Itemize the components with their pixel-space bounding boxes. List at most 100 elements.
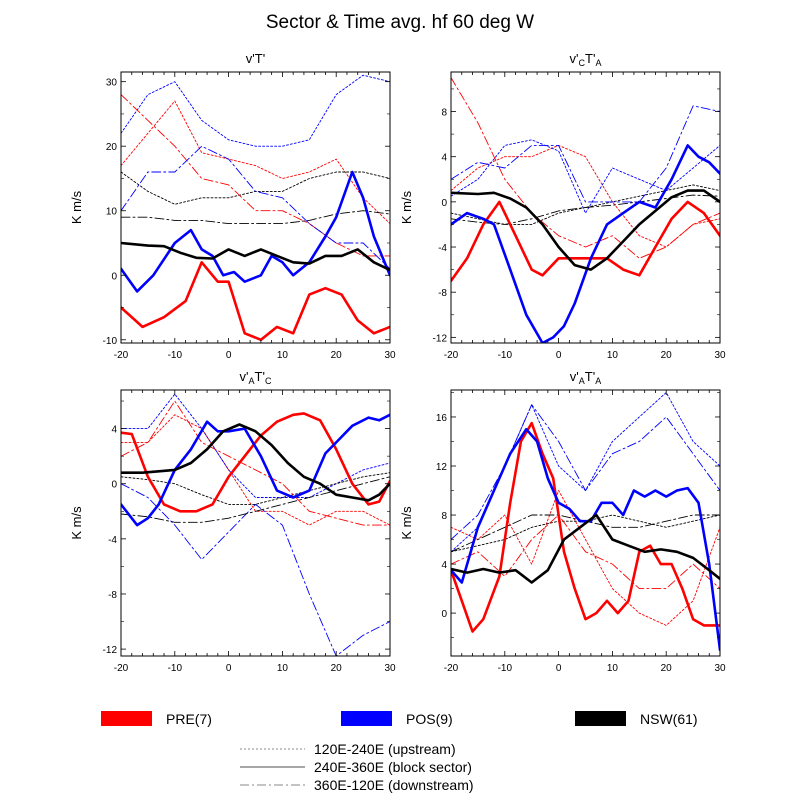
series-pre-block — [451, 200, 720, 283]
series-nsw-upstream — [451, 184, 720, 225]
series-pos-downstream — [451, 404, 720, 540]
x-tick-label: 0 — [556, 663, 562, 674]
x-tick-label: 0 — [226, 663, 232, 674]
plot-frame — [450, 71, 721, 344]
x-tick-label: 10 — [277, 663, 289, 674]
legend-label-pos: POS(9) — [406, 711, 453, 727]
y-tick-label: 0 — [111, 271, 117, 282]
series-pre-downstream — [451, 77, 720, 259]
y-tick-label: -8 — [108, 590, 117, 601]
series-nsw-downstream — [121, 210, 390, 225]
x-tick-label: -10 — [498, 663, 513, 674]
series-group — [451, 392, 720, 652]
plot-frame — [450, 389, 721, 657]
panel-2: v'CT'A K m/s -20 -10 0 10 20 30 -12 -8 -4 0 4 8 — [399, 51, 726, 361]
y-tick-label: 4 — [441, 153, 447, 164]
x-tick-label: 20 — [661, 663, 673, 674]
panel-4: v'AT'A K m/s -20 -10 0 10 20 30 0 4 8 12 16 — [399, 369, 726, 674]
y-tick-label: 30 — [106, 78, 118, 89]
series-pos-upstream — [451, 392, 720, 553]
x-tick-label: 20 — [331, 350, 343, 361]
legend-label-block: 240E-360E (block sector) — [314, 759, 472, 775]
series-pre-downstream — [121, 94, 390, 257]
x-tick-label: -20 — [444, 350, 459, 361]
x-tick-label: 30 — [384, 663, 396, 674]
series-pos-block — [451, 427, 720, 652]
panel-1: v'T' K m/s -20 -10 0 10 20 30 -10 0 10 20 30 — [69, 51, 396, 361]
y-tick-label: 12 — [436, 462, 448, 473]
x-tick-label: 0 — [556, 350, 562, 361]
series-group — [121, 74, 390, 342]
panel-title: v'AT'A — [570, 369, 601, 386]
legend-swatch-pre — [101, 711, 152, 726]
y-tick-label: 8 — [441, 511, 447, 522]
y-axis-label: K m/s — [69, 506, 84, 540]
legend: PRE(7) POS(9) NSW(61) 120E-240E (upstream) 2… — [101, 711, 698, 793]
series-pos-block — [451, 144, 720, 343]
x-tick-label: 0 — [226, 350, 232, 361]
series-pre-block — [121, 260, 390, 342]
y-tick-label: -12 — [103, 645, 118, 656]
series-nsw-downstream — [121, 476, 390, 523]
panel-title: v'T' — [246, 51, 265, 66]
x-tick-label: 30 — [714, 350, 726, 361]
panel-title: v'AT'C — [240, 369, 272, 386]
y-tick-label: -10 — [103, 336, 118, 347]
x-tick-label: -20 — [114, 350, 129, 361]
legend-label-nsw: NSW(61) — [640, 711, 698, 727]
y-tick-label: 16 — [436, 413, 448, 424]
legend-label-downstream: 360E-120E (downstream) — [314, 777, 474, 793]
y-tick-label: -12 — [433, 333, 448, 344]
y-tick-label: 10 — [106, 207, 118, 218]
series-nsw-block — [451, 189, 720, 271]
series-pos-block — [121, 413, 390, 527]
series-pre-block — [451, 421, 720, 633]
x-tick-label: -20 — [444, 663, 459, 674]
series-pos-upstream — [451, 139, 720, 214]
x-tick-label: 10 — [277, 350, 289, 361]
y-tick-label: 20 — [106, 142, 118, 153]
x-tick-label: -10 — [168, 350, 183, 361]
series-nsw-upstream — [121, 472, 390, 505]
y-tick-label: 4 — [441, 560, 447, 571]
series-pos-upstream — [121, 393, 390, 498]
series-pre-upstream — [451, 490, 720, 626]
series-pre-downstream — [121, 400, 390, 526]
series-pos-downstream — [121, 145, 390, 270]
x-tick-label: 20 — [331, 663, 343, 674]
series-nsw-block — [121, 423, 390, 502]
legend-swatch-pos — [341, 711, 392, 726]
legend-swatch-nsw — [575, 711, 626, 726]
x-tick-label: 20 — [661, 350, 673, 361]
series-nsw-downstream — [451, 194, 720, 225]
x-tick-label: 30 — [384, 350, 396, 361]
y-tick-label: -8 — [438, 288, 447, 299]
y-tick-label: 0 — [441, 198, 447, 209]
x-tick-label: 10 — [607, 350, 619, 361]
plot-frame — [120, 389, 391, 657]
y-tick-label: -4 — [438, 243, 447, 254]
x-tick-label: -10 — [168, 663, 183, 674]
series-nsw-block — [121, 241, 390, 272]
figure-title: Sector & Time avg. hf 60 deg W — [266, 12, 534, 33]
y-tick-label: -4 — [108, 535, 117, 546]
x-tick-label: 30 — [714, 663, 726, 674]
panel-3: v'AT'C K m/s -20 -10 0 10 20 30 -12 -8 -4 0 4 — [69, 369, 396, 674]
x-tick-label: -20 — [114, 663, 129, 674]
legend-label-upstream: 120E-240E (upstream) — [314, 741, 456, 757]
x-tick-label: -10 — [498, 350, 513, 361]
series-group — [451, 77, 720, 343]
y-axis-label: K m/s — [69, 190, 84, 224]
plot-frame — [120, 71, 391, 344]
y-tick-label: 8 — [441, 108, 447, 119]
series-group — [121, 393, 390, 656]
x-tick-label: 10 — [607, 663, 619, 674]
y-tick-label: 0 — [441, 609, 447, 620]
series-pos-downstream — [451, 105, 720, 203]
y-axis-label: K m/s — [399, 506, 414, 540]
series-nsw-block — [451, 513, 720, 584]
series-pos-downstream — [121, 483, 390, 656]
panels: v'T' K m/s -20 -10 0 10 20 30 -10 0 10 20 30 v'CT'A K … — [69, 51, 726, 674]
panel-title: v'CT'A — [570, 51, 602, 68]
